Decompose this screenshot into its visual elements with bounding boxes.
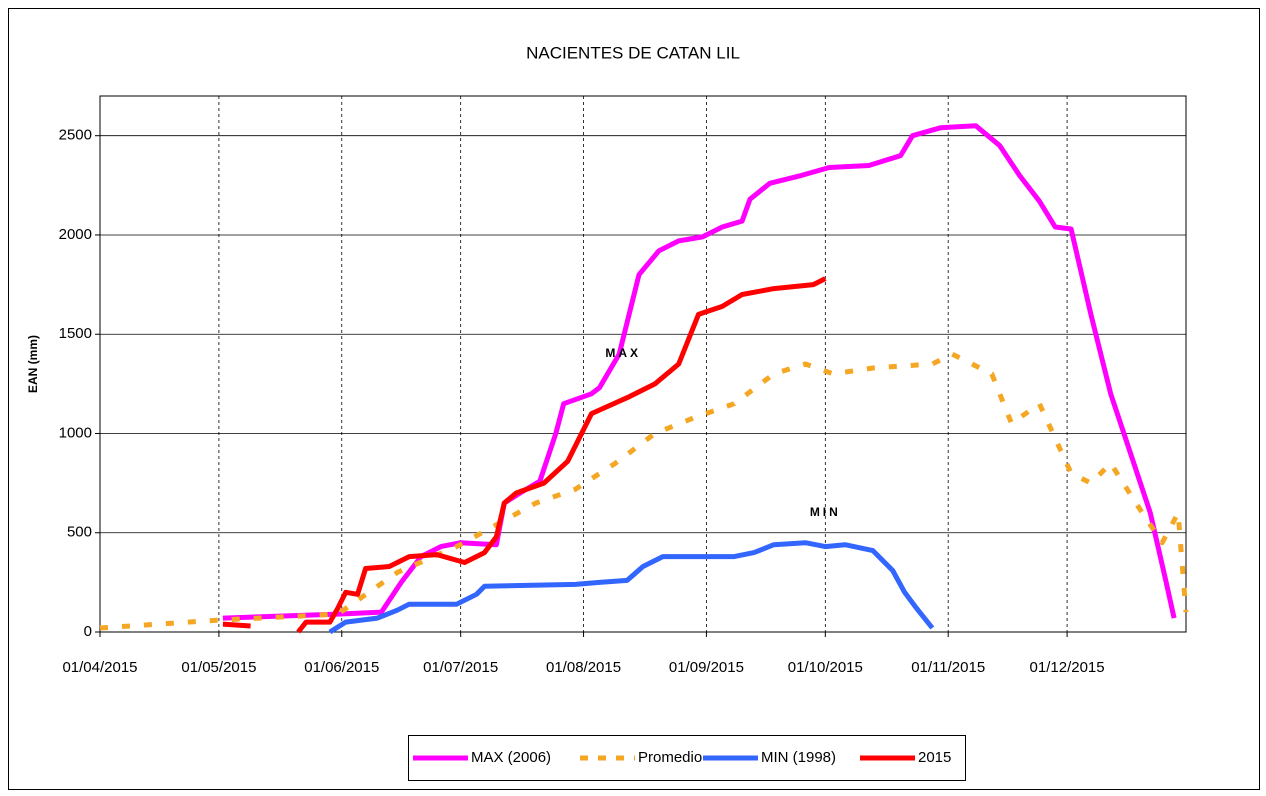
chart-title: NACIENTES DE CATAN LIL: [526, 43, 740, 62]
series-line: [99, 351, 1189, 631]
y-axis-label: EAN (mm): [26, 335, 40, 393]
x-tick-label: 01/06/2015: [304, 659, 379, 676]
x-tick-label: 01/04/2015: [62, 659, 137, 676]
legend-label: MIN (1998): [761, 749, 836, 766]
x-tick-label: 01/10/2015: [788, 659, 863, 676]
annotation: MIN: [810, 505, 841, 519]
x-tick-label: 01/09/2015: [669, 659, 744, 676]
y-tick-label: 1000: [59, 424, 92, 441]
annotation: MAX: [605, 346, 641, 360]
series-line: [222, 276, 827, 634]
y-tick-label: 2000: [59, 226, 92, 243]
x-tick-label: 01/12/2015: [1030, 659, 1105, 676]
x-tick-label: 01/11/2015: [911, 659, 985, 676]
x-tick-label: 01/07/2015: [423, 659, 498, 676]
series-line: [328, 540, 935, 635]
legend-label: Promedio: [638, 749, 702, 766]
legend-label: MAX (2006): [471, 749, 551, 766]
y-tick-label: 0: [84, 623, 92, 640]
plot-area: [99, 95, 1187, 633]
x-tick-label: 01/08/2015: [546, 659, 621, 676]
y-tick-label: 2500: [59, 127, 92, 144]
y-tick-label: 1500: [59, 325, 92, 342]
x-tick-label: 01/05/2015: [181, 659, 256, 676]
y-tick-label: 500: [67, 524, 92, 541]
legend-label: 2015: [918, 749, 951, 766]
